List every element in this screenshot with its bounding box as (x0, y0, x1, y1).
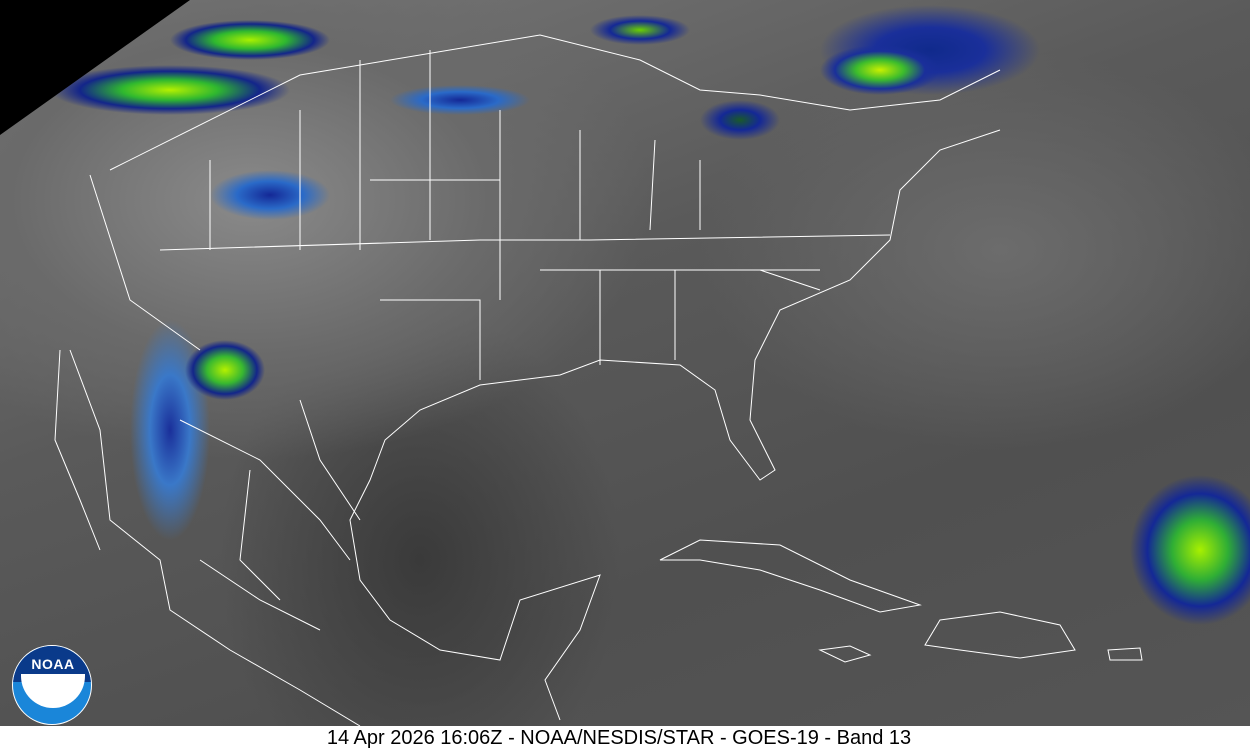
hispaniola (924, 611, 1076, 659)
satellite-image: NOAA (0, 0, 1250, 726)
seagull-icon (21, 674, 85, 708)
us-east-coast (349, 129, 1001, 721)
mexico-states (179, 399, 361, 631)
puerto-rico (1107, 647, 1143, 661)
image-caption: 14 Apr 2026 16:06Z - NOAA/NESDIS/STAR - … (0, 726, 1250, 750)
space-background (0, 0, 190, 135)
mexico-west-coast (69, 349, 361, 726)
us-canada-border (109, 34, 1001, 171)
jamaica (818, 645, 872, 663)
us-state-lines (89, 50, 891, 380)
cuba (659, 539, 922, 613)
noaa-logo: NOAA (12, 645, 92, 725)
baja-california (54, 349, 101, 551)
caption-text: 14 Apr 2026 16:06Z - NOAA/NESDIS/STAR - … (326, 727, 912, 749)
noaa-logo-text: NOAA (31, 656, 75, 672)
map-boundaries (0, 0, 1250, 726)
